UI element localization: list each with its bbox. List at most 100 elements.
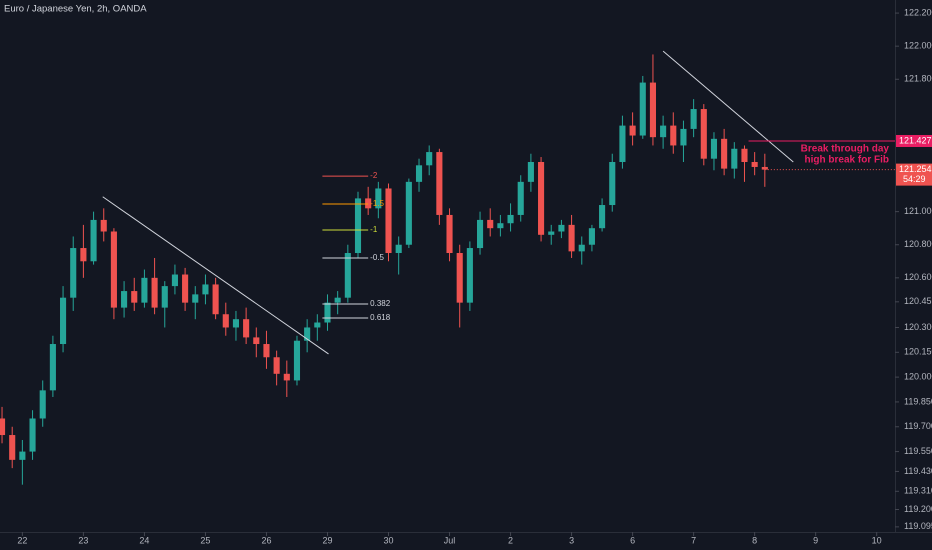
candle-body [253, 337, 260, 345]
y-tick-label: 122.200 [904, 7, 932, 17]
chart-title: Euro / Japanese Yen, 2h, OANDA [4, 4, 147, 15]
candle-body [497, 223, 504, 229]
candle-body [100, 219, 107, 232]
candle-body [273, 357, 280, 374]
candle-body [354, 198, 362, 254]
trend-line [102, 196, 329, 355]
candle-body [161, 286, 168, 308]
candle-body [395, 244, 402, 254]
candle-body [90, 219, 97, 262]
candle-body [446, 214, 453, 254]
y-tick-label: 119.430 [904, 466, 932, 476]
candle-body [710, 138, 718, 159]
y-tick-label: 119.200 [904, 504, 932, 514]
candle-body [487, 219, 494, 229]
candle-body [263, 344, 270, 358]
trend-line [662, 50, 794, 163]
candle-body [344, 253, 351, 298]
candle-body [751, 161, 758, 167]
candle-body [212, 284, 219, 315]
x-tick-label: 23 [78, 535, 88, 545]
candle-body [232, 319, 240, 328]
candle-body [741, 148, 748, 162]
y-tick-label: 119.095 [904, 521, 932, 531]
x-tick-label: 7 [691, 535, 696, 545]
candle-body [527, 161, 534, 182]
candle-body [599, 205, 606, 229]
annotation: Break through day [801, 144, 890, 155]
x-tick-label: 26 [261, 535, 271, 545]
candle-body [385, 188, 392, 254]
candle-body [426, 152, 433, 166]
candle-body [131, 291, 138, 303]
candle-body [538, 161, 545, 235]
candle-body [324, 302, 331, 323]
y-tick-label: 122.000 [904, 41, 932, 51]
candle-body [476, 219, 484, 249]
price-label-bg [896, 163, 932, 186]
candle-body [578, 244, 585, 252]
candle-body [0, 418, 6, 436]
x-tick-label: 9 [813, 535, 818, 545]
candle-body [629, 125, 636, 136]
candle-body [70, 248, 77, 298]
candle-body [660, 125, 667, 138]
x-tick-label: 6 [630, 535, 635, 545]
candle-body [558, 224, 565, 232]
candle-body [9, 435, 16, 460]
candle-body [670, 125, 677, 146]
x-tick-label: 30 [384, 535, 394, 545]
candle-body [761, 166, 768, 170]
candle-body [304, 327, 311, 341]
price-label: 121.254 [899, 164, 932, 174]
candle-body [365, 198, 372, 209]
candle-body [568, 224, 575, 252]
candle-body [405, 181, 412, 245]
fib-label: 0.382 [370, 299, 391, 308]
candle-body [731, 148, 738, 169]
y-tick-label: 119.850 [904, 396, 932, 406]
candle-body [283, 373, 290, 381]
candle-body [721, 138, 728, 169]
candle-body [49, 344, 56, 391]
x-tick-label: Jul [444, 535, 456, 545]
candle-body [39, 390, 46, 419]
y-tick-label: 121.800 [904, 74, 932, 84]
x-tick-label: 25 [200, 535, 210, 545]
y-tick-label: 120.600 [904, 272, 932, 282]
candle-body [29, 418, 36, 452]
candle-body [293, 340, 301, 381]
candle-body [680, 128, 687, 146]
candle-body [466, 248, 473, 303]
candle-body [436, 152, 443, 215]
fib-label: -2 [370, 171, 378, 180]
x-tick-label: 22 [17, 535, 27, 545]
candle-body [243, 319, 250, 338]
y-tick-label: 120.300 [904, 322, 932, 332]
price-label: 121.427 [899, 135, 932, 145]
candle-body [700, 109, 707, 159]
y-tick-label: 119.310 [904, 486, 932, 496]
candle-body [619, 125, 626, 162]
candle-body [60, 297, 67, 345]
fib-label: 0.618 [370, 313, 391, 322]
x-tick-label: 2 [508, 535, 513, 545]
candle-body [609, 161, 616, 206]
candle-body [334, 297, 341, 303]
candle-body [222, 314, 229, 328]
candle-body [690, 109, 697, 129]
candle-body [171, 274, 178, 287]
y-tick-label: 120.150 [904, 347, 932, 357]
candle-body [182, 274, 189, 303]
candle-body [415, 165, 423, 182]
y-tick-label: 120.800 [904, 239, 932, 249]
x-tick-label: 10 [872, 535, 882, 545]
candle-body [517, 181, 524, 215]
annotation: high break for Fib [805, 155, 889, 166]
price-label-bg [896, 134, 932, 147]
candle-body [202, 284, 209, 295]
candle-body [314, 322, 321, 328]
countdown: 54:29 [903, 174, 926, 184]
candle-body [110, 231, 117, 308]
